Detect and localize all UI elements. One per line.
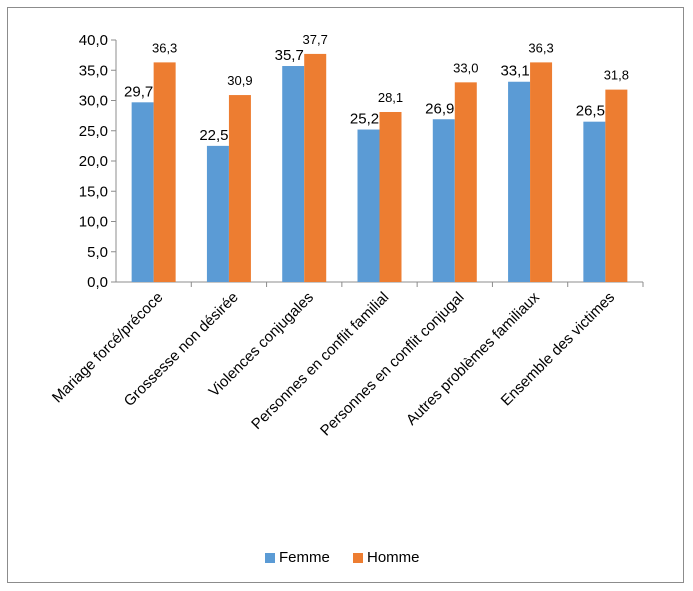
- data-label: 22,5: [199, 127, 228, 144]
- data-label: 36,3: [152, 40, 177, 55]
- y-tick-label: 0,0: [87, 274, 108, 291]
- y-tick-label: 25,0: [79, 123, 108, 140]
- legend-label-femme: Femme: [279, 549, 330, 566]
- y-tick-label: 20,0: [79, 153, 108, 170]
- legend-label-homme: Homme: [367, 549, 420, 566]
- data-label: 26,5: [576, 103, 605, 120]
- bar-femme: [583, 121, 606, 282]
- data-label: 37,7: [303, 32, 328, 47]
- data-label: 35,7: [275, 47, 304, 64]
- bar-homme: [454, 82, 477, 282]
- y-tick-label: 10,0: [79, 214, 108, 231]
- data-label: 30,9: [227, 73, 252, 88]
- y-tick-label: 40,0: [79, 32, 108, 49]
- category-label: Personnes en conflit conjugal: [317, 289, 468, 440]
- bar-homme: [605, 89, 628, 282]
- bar-homme: [228, 95, 251, 283]
- bar-femme: [131, 102, 154, 282]
- data-label: 28,1: [378, 90, 403, 105]
- bar-femme: [206, 145, 229, 282]
- chart-frame: [7, 7, 684, 583]
- y-tick-label: 15,0: [79, 183, 108, 200]
- bar-homme: [304, 53, 327, 282]
- bar-femme: [508, 81, 531, 283]
- bar-femme: [432, 119, 455, 282]
- y-tick-label: 5,0: [87, 244, 108, 261]
- bar-femme: [282, 66, 305, 282]
- data-label: 36,3: [528, 40, 553, 55]
- data-label: 29,7: [124, 83, 153, 100]
- data-label: 25,2: [350, 111, 379, 128]
- bar-homme: [379, 111, 402, 283]
- y-tick-label: 35,0: [79, 62, 108, 79]
- bar-femme: [357, 129, 380, 282]
- legend-swatch-femme: [265, 553, 275, 563]
- category-label: Autres problèmes familiaux: [403, 288, 543, 428]
- y-tick-label: 30,0: [79, 93, 108, 110]
- category-label: Personnes en conflit familial: [248, 289, 392, 433]
- data-label: 26,9: [425, 100, 454, 117]
- data-label: 33,0: [453, 60, 478, 75]
- legend-swatch-homme: [353, 553, 363, 563]
- bar-homme: [530, 62, 553, 283]
- bar-homme: [153, 62, 176, 283]
- data-label: 33,1: [500, 63, 529, 80]
- data-label: 31,8: [604, 68, 629, 83]
